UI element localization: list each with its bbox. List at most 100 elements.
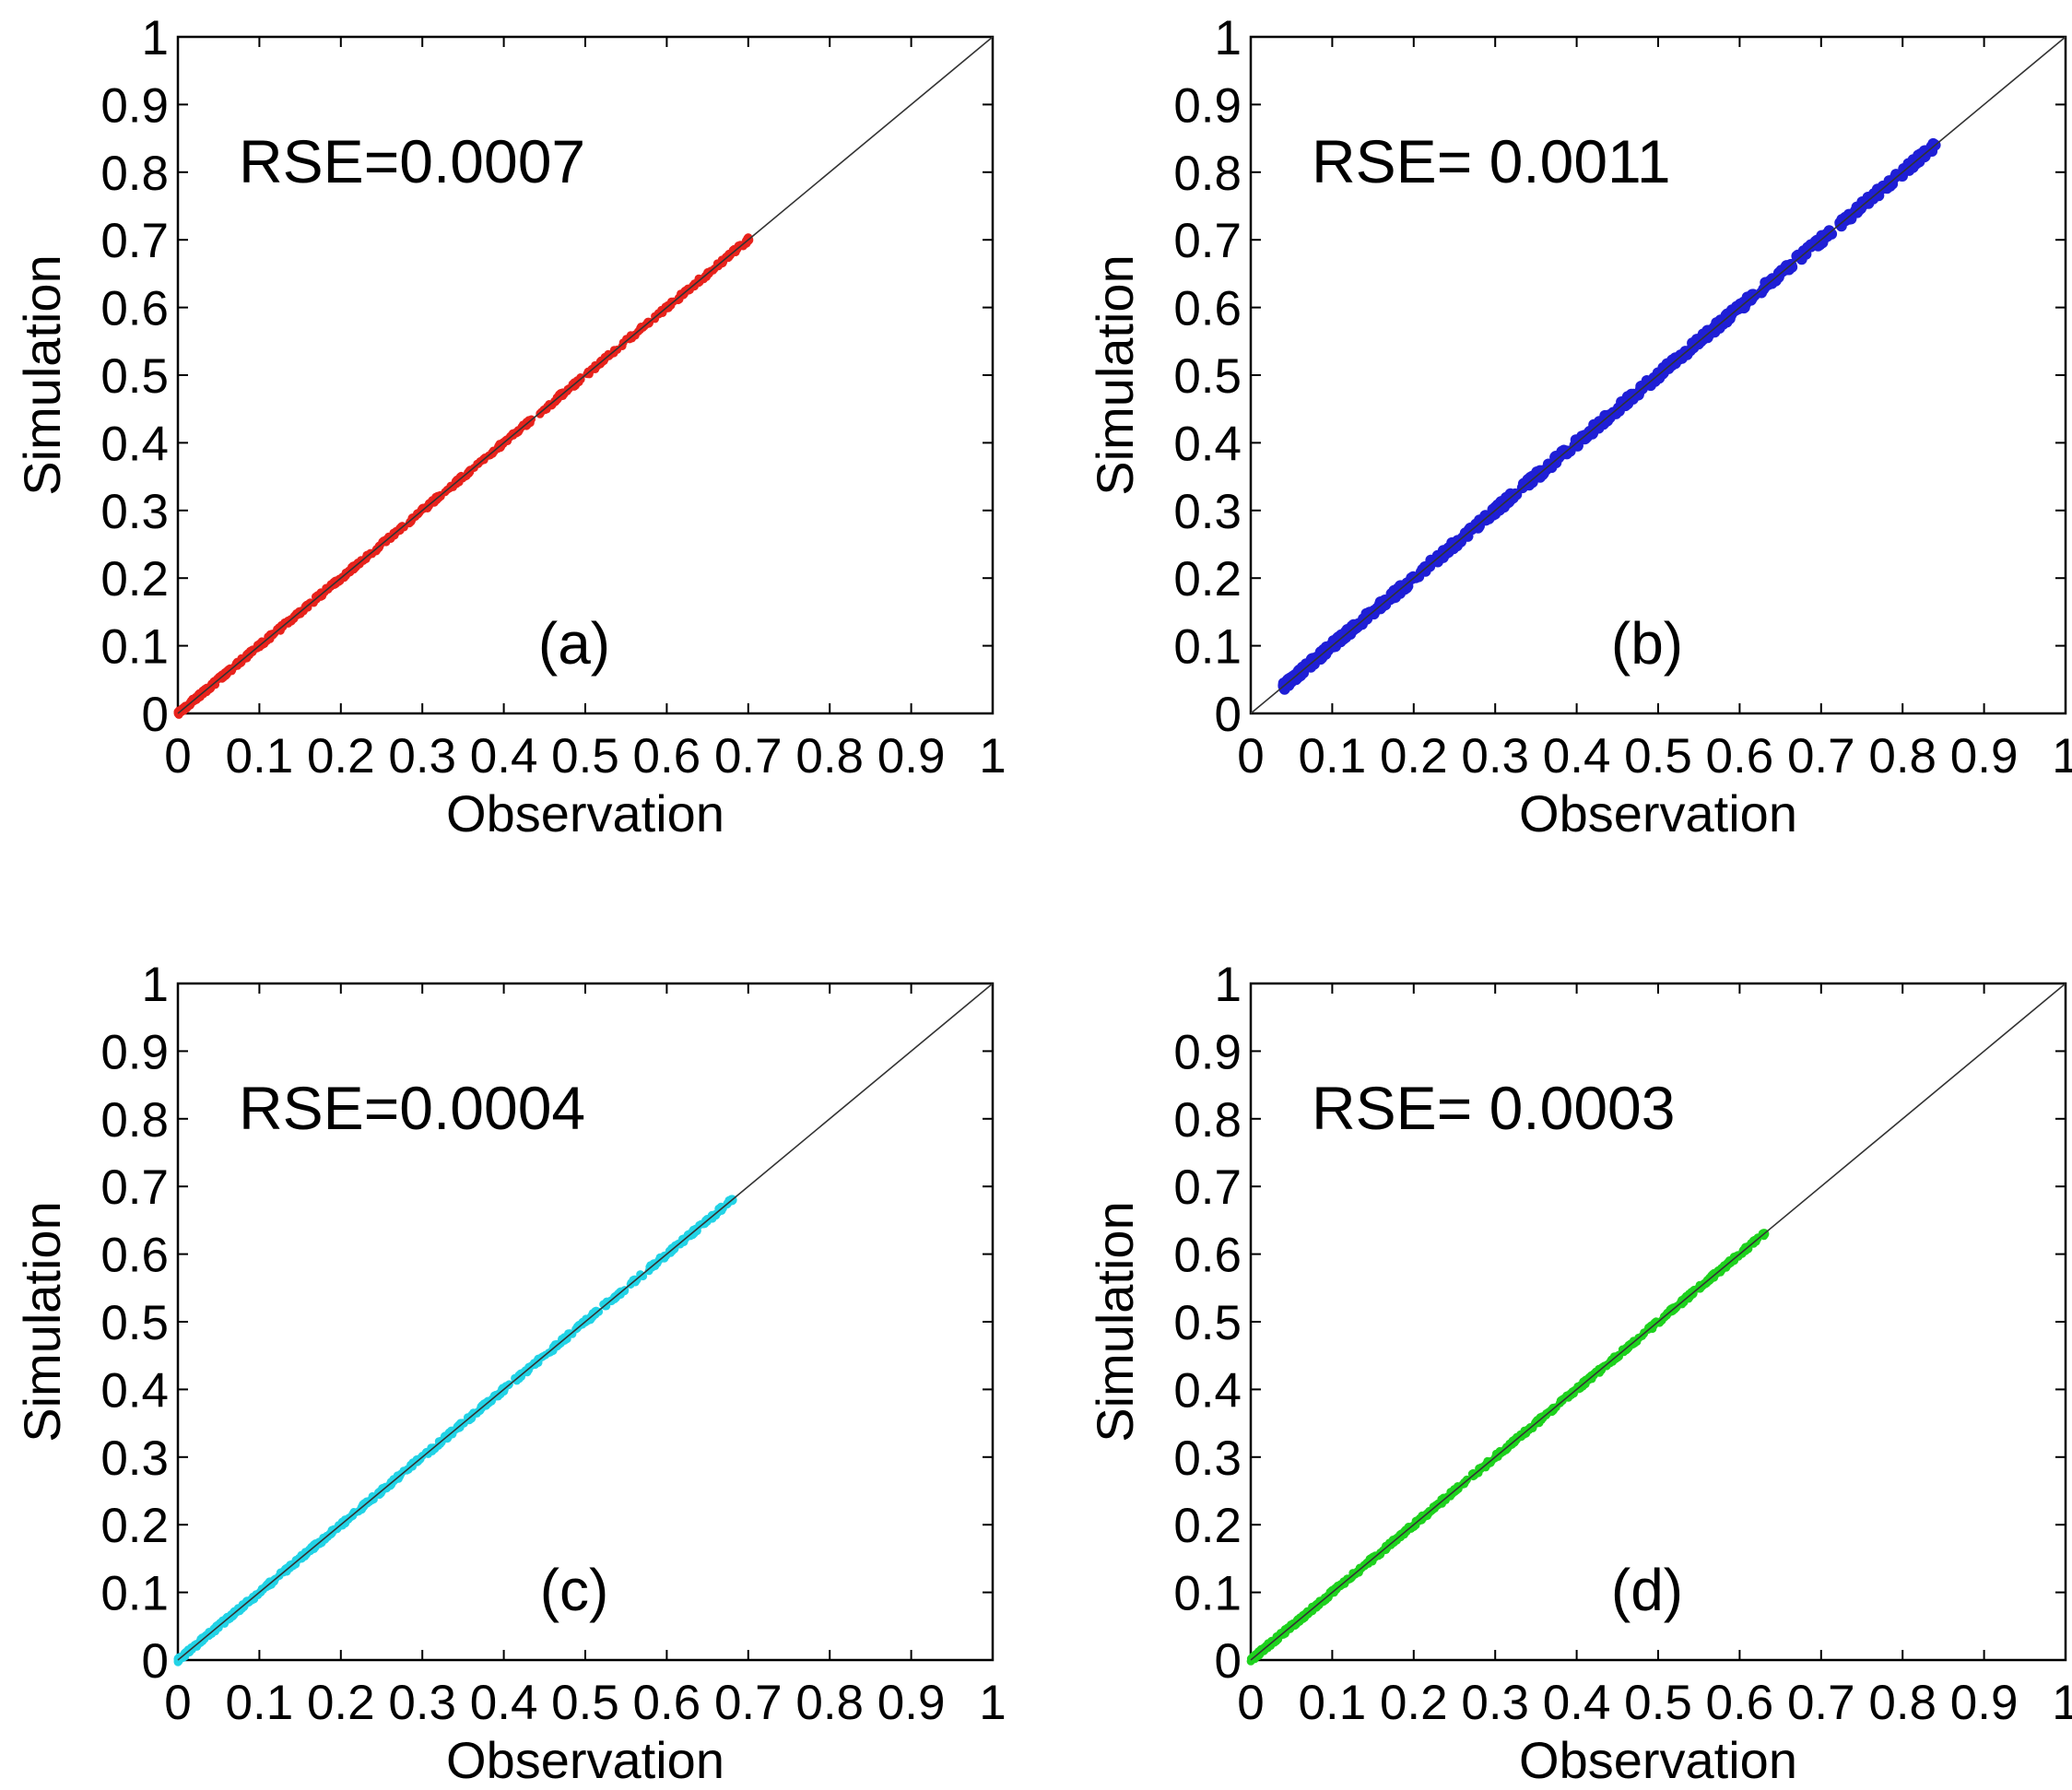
- x-tick-label: 0.7: [1787, 1676, 1855, 1730]
- data-point: [309, 598, 318, 607]
- y-tick-label: 0.1: [100, 1567, 169, 1621]
- y-tick-label: 0.9: [1173, 1025, 1242, 1079]
- data-point: [1336, 629, 1348, 641]
- data-point: [1654, 372, 1666, 384]
- data-point: [280, 1564, 289, 1573]
- y-tick-label: 0: [1215, 1634, 1242, 1689]
- data-point: [1487, 503, 1499, 515]
- data-point: [1564, 445, 1576, 457]
- x-tick-label: 1: [2052, 729, 2072, 783]
- rse-prefix: RSE=: [239, 127, 399, 195]
- data-point: [436, 1440, 445, 1448]
- x-tick-label: 0.5: [551, 729, 619, 783]
- x-tick-label: 0.2: [1380, 729, 1448, 783]
- rse-annotation: RSE=0.0007: [239, 127, 585, 195]
- data-point: [1770, 275, 1782, 287]
- panel-c: 0 0.1 0.2 0.3 0.4 0.5 0.6 0.7 0.8 0.9 100.10.20.30…: [13, 958, 1007, 1789]
- panel-label: (b): [1611, 610, 1683, 677]
- y-tick-label: 0.3: [1173, 485, 1242, 539]
- x-tick-label: 0.5: [551, 1676, 619, 1730]
- x-tick-label: 0.2: [1380, 1676, 1448, 1730]
- y-tick-label: 0: [1215, 688, 1242, 742]
- x-tick-label: 0: [164, 729, 191, 783]
- y-tick-label: 0.2: [100, 1499, 169, 1553]
- rse-prefix: RSE=: [239, 1074, 399, 1142]
- y-tick-label: 0.6: [1173, 282, 1242, 336]
- y-tick-label: 1: [1215, 958, 1242, 1012]
- reference-line: [177, 36, 994, 714]
- y-tick-label: 0.8: [100, 1093, 169, 1148]
- y-tick-label: 0.7: [1173, 1160, 1242, 1215]
- x-tick-label: 0.3: [388, 729, 456, 783]
- data-point: [1792, 249, 1804, 261]
- data-point: [1630, 1339, 1639, 1348]
- x-tick-label: 1: [2052, 1676, 2072, 1730]
- data-point: [1325, 1587, 1335, 1596]
- data-point: [379, 536, 388, 546]
- y-tick-label: 0: [142, 1634, 169, 1689]
- data-point: [1573, 1382, 1583, 1391]
- x-tick-label: 0.6: [1706, 1676, 1774, 1730]
- x-tick-label: 0.2: [307, 729, 375, 783]
- data-point: [1593, 422, 1605, 434]
- y-tick-label: 0.4: [100, 1363, 169, 1418]
- data-point: [1290, 1621, 1300, 1631]
- x-tick-label: 0.6: [633, 1676, 701, 1730]
- data-point: [383, 1484, 391, 1493]
- data-point: [224, 1615, 233, 1624]
- x-tick-label: 1: [979, 1676, 1006, 1730]
- y-tick-label: 0.4: [1173, 417, 1242, 471]
- data-point: [1320, 641, 1332, 653]
- x-tick-label: 0: [1237, 1676, 1264, 1730]
- y-tick-label: 0.5: [100, 1296, 169, 1350]
- data-point: [231, 659, 241, 668]
- y-tick-label: 0.7: [1173, 214, 1242, 268]
- rse-value: 0.0007: [399, 127, 585, 195]
- x-tick-label: 0.3: [1461, 729, 1529, 783]
- x-tick-label: 0.1: [1299, 729, 1367, 783]
- rse-value: 0.0004: [399, 1074, 585, 1142]
- y-tick-label: 0.9: [100, 78, 169, 133]
- x-tick-label: 0.6: [1706, 729, 1774, 783]
- data-point: [1724, 312, 1736, 324]
- x-tick-label: 0.1: [226, 1676, 294, 1730]
- rse-annotation: RSE=0.0004: [239, 1074, 585, 1142]
- y-tick-label: 1: [142, 11, 169, 65]
- data-point: [674, 296, 683, 305]
- data-point: [1678, 1296, 1687, 1304]
- panel-b: 0 0.1 0.2 0.3 0.4 0.5 0.6 0.7 0.8 0.9 100.10.20.30…: [1086, 11, 2072, 842]
- x-axis-title: Observation: [446, 1731, 724, 1789]
- y-tick-label: 0.8: [1173, 1093, 1242, 1148]
- x-tick-label: 0: [164, 1676, 191, 1730]
- y-tick-label: 0.4: [1173, 1363, 1242, 1418]
- data-point: [1388, 592, 1399, 604]
- x-tick-label: 0.3: [1461, 1676, 1529, 1730]
- panel-label: (d): [1611, 1557, 1683, 1623]
- x-tick-label: 0.7: [714, 729, 783, 783]
- data-point: [1546, 460, 1558, 472]
- data-point: [1519, 477, 1531, 489]
- data-point: [399, 1466, 408, 1476]
- y-tick-label: 0.6: [1173, 1229, 1242, 1283]
- data-point: [1368, 608, 1380, 620]
- rse-prefix: RSE=: [1312, 127, 1489, 195]
- data-point: [180, 1652, 189, 1661]
- data-point: [1486, 1458, 1495, 1467]
- data-point: [454, 477, 464, 487]
- data-point: [1431, 549, 1443, 561]
- reference-line: [1250, 983, 2066, 1661]
- x-tick-label: 1: [979, 729, 1006, 783]
- y-tick-label: 0.1: [1173, 620, 1242, 675]
- data-point: [1401, 1525, 1410, 1535]
- y-tick-label: 0.2: [1173, 552, 1242, 606]
- y-tick-label: 0.1: [1173, 1567, 1242, 1621]
- data-point: [424, 1449, 432, 1458]
- data-point: [1871, 183, 1883, 195]
- data-point: [1588, 1371, 1596, 1380]
- x-axis-title: Observation: [1519, 784, 1797, 842]
- data-point: [337, 1517, 347, 1526]
- y-axis-title: Simulation: [1086, 254, 1144, 495]
- data-point: [1520, 1430, 1529, 1439]
- data-point: [1549, 451, 1561, 462]
